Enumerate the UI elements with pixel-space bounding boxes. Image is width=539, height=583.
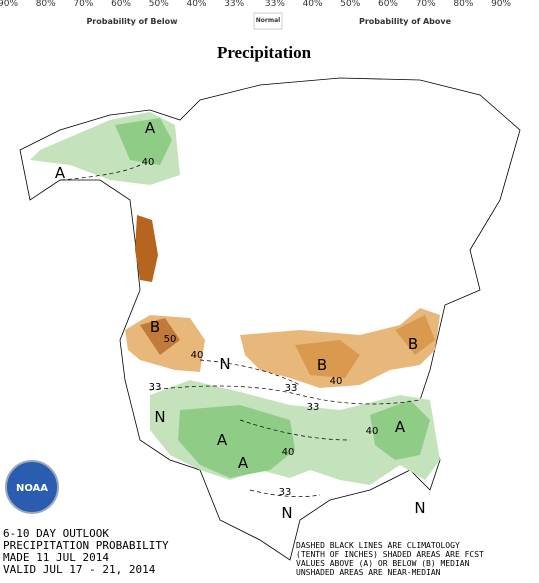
map-label: 33	[307, 402, 320, 413]
map-label: B	[317, 356, 327, 374]
map-label: A	[145, 119, 156, 137]
below-area	[295, 340, 360, 378]
map-label: A	[395, 418, 406, 436]
above-label: Probability of Above	[359, 17, 452, 26]
percent-label: 70%	[73, 0, 93, 9]
map-label: 33	[279, 487, 292, 498]
percent-label: 60%	[111, 0, 131, 9]
map-label: B	[408, 335, 418, 353]
map-label: A	[238, 454, 249, 472]
climatology-line	[199, 359, 301, 386]
map-label: N	[154, 408, 165, 426]
percent-label: 40%	[303, 0, 323, 9]
legend-note: VALUES ABOVE (A) OR BELOW (B) MEDIAN	[296, 559, 470, 568]
map-label: 40	[282, 447, 295, 458]
percent-label: 60%	[378, 0, 398, 9]
below-area	[140, 318, 180, 355]
map-label: 40	[191, 350, 204, 361]
normal-label: Normal	[256, 17, 280, 24]
outlook-info: 6-10 DAY OUTLOOK	[3, 527, 109, 540]
title: Precipitation	[217, 43, 312, 62]
map-label: A	[217, 431, 228, 449]
above-area	[115, 118, 172, 165]
map-label: 40	[366, 426, 379, 437]
normal-box	[253, 12, 283, 30]
percent-label: 50%	[340, 0, 360, 9]
climatology-line	[249, 489, 321, 498]
map-label: 50	[164, 334, 177, 345]
map-label: N	[281, 504, 292, 522]
below-label: Probability of Below	[86, 17, 178, 26]
percent-label: 33%	[265, 0, 285, 9]
percent-label: 40%	[186, 0, 206, 9]
map-label: N	[219, 355, 230, 373]
above-area	[370, 400, 430, 460]
percent-label: 70%	[416, 0, 436, 9]
outlook-info: MADE 11 JUL 2014	[3, 551, 109, 564]
map-label: 40	[142, 157, 155, 168]
percent-label: 33%	[224, 0, 244, 9]
below-area	[135, 215, 158, 282]
percent-label: 50%	[149, 0, 169, 9]
noaa-logo	[5, 460, 59, 514]
legend-note: UNSHADED AREAS ARE NEAR-MEDIAN	[296, 568, 441, 577]
percent-label: 80%	[453, 0, 473, 9]
map-label: 40	[330, 376, 343, 387]
percent-label: 80%	[36, 0, 56, 9]
percent-label: 90%	[0, 0, 18, 9]
outlook-info: VALID JUL 17 - 21, 2014	[3, 563, 156, 576]
above-area	[178, 405, 295, 478]
climatology-line	[149, 385, 421, 405]
map-label: A	[55, 164, 66, 182]
logo-text: NOAA	[16, 483, 48, 494]
below-area	[395, 315, 435, 355]
climatology-line	[59, 164, 141, 181]
outlook-info: PRECIPITATION PROBABILITY	[3, 539, 169, 552]
legend: 90% 80% 70% 60% 50% 40% 33% 33% 40% 50% 60% 70% 80% 9…	[0, 0, 512, 9]
map-label: B	[150, 318, 160, 336]
map-label: N	[414, 499, 425, 517]
percent-label: 90%	[491, 0, 511, 9]
legend-note: DASHED BLACK LINES ARE CLIMATOLOGY	[296, 541, 460, 550]
climatology-line	[239, 419, 351, 441]
map-label: 33	[285, 383, 298, 394]
legend-note: (TENTH OF INCHES) SHADED AREAS ARE FCST	[296, 550, 484, 559]
map-label: 33	[149, 382, 162, 393]
